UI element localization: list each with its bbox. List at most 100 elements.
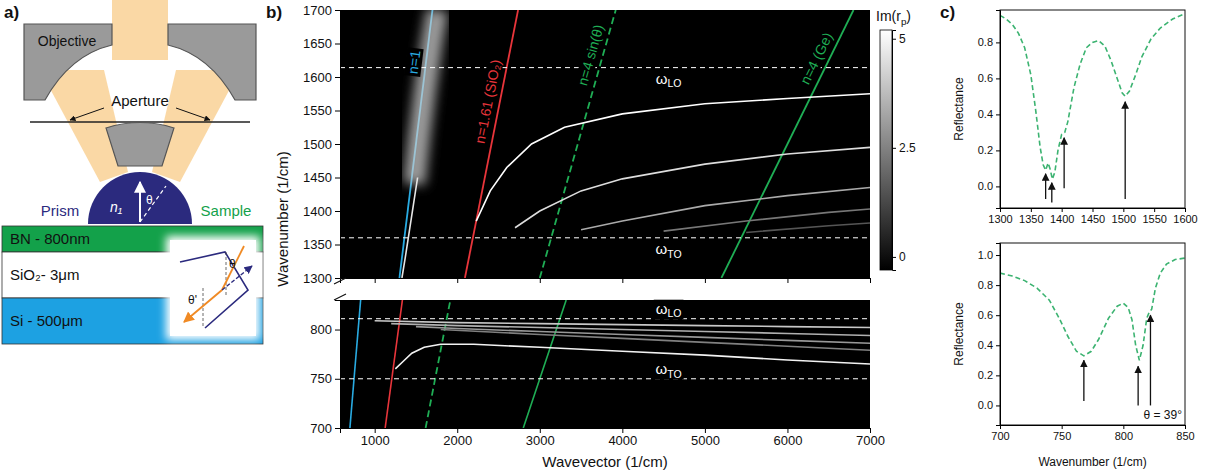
label-part: ω	[656, 360, 668, 377]
marks	[340, 300, 870, 428]
tick: 1500	[1112, 208, 1136, 225]
axis-title: Wavevector (1/cm)	[542, 453, 667, 470]
tick: 1000	[361, 428, 390, 448]
label-patch	[796, 28, 837, 89]
tick: 700	[310, 421, 340, 436]
tick-label: 1500	[303, 137, 332, 152]
tick: 5	[892, 32, 906, 46]
tick: 1350	[303, 237, 340, 252]
tick-mark	[892, 39, 896, 40]
mode-branch	[416, 327, 870, 344]
tick-mark	[335, 111, 340, 112]
plot-frame	[1000, 10, 1185, 208]
tick: 700	[991, 425, 1009, 442]
tick-mark	[892, 148, 896, 149]
center-block	[106, 123, 174, 167]
axis-title: Reflectance	[952, 77, 966, 141]
axis-line	[1001, 209, 1186, 213]
tick-label: 750	[310, 371, 332, 386]
tick-label: 1450	[303, 170, 332, 185]
tick-label: 0	[899, 250, 906, 264]
tick: 6000	[773, 428, 802, 448]
tick: 4000	[608, 428, 637, 448]
tick-label: 0.6	[978, 72, 993, 84]
inset-glow	[166, 236, 260, 340]
tick-mark	[996, 315, 1000, 316]
tick-mark	[335, 178, 340, 179]
rich-label: ωLO	[656, 300, 682, 320]
tick: 800	[310, 322, 340, 337]
plot-frame	[1000, 243, 1185, 425]
reflectance-line	[1000, 14, 1185, 180]
panel-letter: c)	[940, 3, 955, 22]
marks	[340, 10, 870, 278]
axis-line	[341, 279, 871, 284]
colorbar	[880, 30, 892, 270]
label-part: Im(r	[876, 8, 901, 24]
panel-b-plot: ωLOωTOn=1n=1.61 (SiO₂)n=4 sin(θ)n=4 (Ge)…	[303, 3, 870, 286]
tick-label: 1600	[303, 70, 332, 85]
tick-label: 2.5	[899, 141, 916, 155]
light-beam	[112, 0, 168, 60]
layer-label: Si - 500μm	[10, 312, 83, 329]
tick-label: 1350	[303, 237, 332, 252]
labels: ωLO ωTO	[654, 300, 684, 380]
tick-label: 700	[310, 421, 332, 436]
inset-angle: θ	[229, 257, 236, 271]
tick: 1650	[303, 36, 340, 51]
tick-label: 1450	[1081, 213, 1105, 225]
tick-mark	[787, 278, 788, 283]
line-label: n=1.61 (SiO₂)	[471, 56, 504, 147]
axis: 700 750 800	[310, 301, 340, 436]
tick-label: 1550	[1142, 213, 1166, 225]
rich-label: Im(rp)	[876, 8, 911, 27]
objective-label: Objective	[38, 33, 97, 49]
tick: 750	[310, 371, 340, 386]
tick-mark	[335, 77, 340, 78]
panel-letter: b)	[266, 3, 282, 22]
pointer	[70, 108, 104, 120]
tick: 1600	[1173, 208, 1197, 225]
mode-branch	[441, 330, 870, 351]
tick-mark	[1031, 208, 1032, 212]
rich-label: ωTO	[656, 240, 682, 260]
arrow	[1125, 102, 1126, 199]
reference-line	[340, 378, 870, 379]
tick-label: 0.8	[978, 36, 993, 48]
tick: 0.2	[978, 144, 1000, 156]
tick-label: 800	[310, 322, 332, 337]
tick	[787, 278, 788, 283]
tick: 7000	[856, 428, 885, 448]
tick: 3000	[526, 428, 555, 448]
axis: 700750800850	[991, 425, 1194, 442]
mode-branch	[664, 209, 870, 231]
tick	[870, 278, 871, 283]
axis: 0.00.20.40.60.81.0	[978, 244, 1001, 426]
label-part: LO	[667, 77, 681, 89]
axis-line	[996, 244, 1001, 426]
tick: 0	[892, 250, 906, 264]
tick-label: 0.6	[978, 309, 993, 321]
layer-label: BN - 800nm	[10, 230, 90, 247]
tick: 1300	[988, 208, 1012, 225]
tick-label: 1400	[303, 204, 332, 219]
marks	[1000, 14, 1185, 203]
plot-background	[340, 10, 870, 278]
reference-label: ωLO	[654, 300, 684, 320]
layer-label: SiO₂- 3μm	[10, 266, 79, 283]
inset-normal	[226, 252, 227, 296]
tick-mark	[996, 78, 1000, 79]
tick: 1400	[1050, 208, 1074, 225]
tick	[540, 278, 541, 283]
tick: 1450	[303, 170, 340, 185]
tick: 0.8	[978, 279, 1000, 291]
tick: 0.6	[978, 72, 1000, 84]
light-line	[465, 10, 518, 278]
tick-mark	[996, 42, 1000, 43]
tick-mark	[335, 10, 340, 11]
arrow	[1150, 315, 1151, 405]
tick	[705, 278, 706, 283]
tick-label: 700	[991, 430, 1009, 442]
tick	[457, 278, 458, 283]
reference-label: ωTO	[654, 360, 684, 380]
